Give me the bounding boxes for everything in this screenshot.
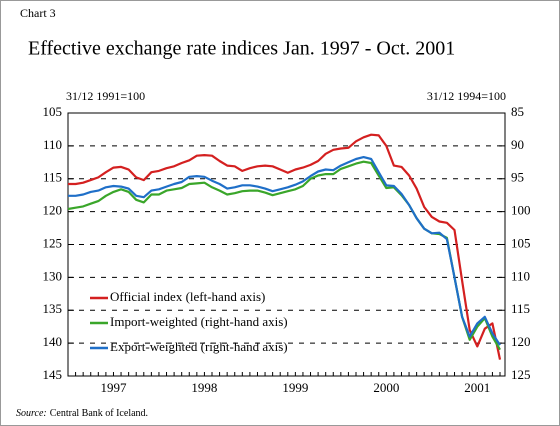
- x-tick-label: 2001: [464, 380, 490, 395]
- x-tick-label: 1998: [191, 380, 217, 395]
- y-tick-label: 105: [43, 104, 63, 119]
- series-line: [68, 156, 501, 346]
- x-tick-label: 2000: [373, 380, 399, 395]
- legend-label: Export-weighted (right-hand axis): [110, 339, 288, 354]
- y2-tick-label: 90: [511, 137, 524, 152]
- y-axis-label: 31/12 1991=100: [66, 89, 145, 103]
- y2-tick-label: 85: [511, 104, 524, 119]
- y2-tick-label: 125: [511, 367, 531, 382]
- source-text: Central Bank of Iceland.: [50, 408, 148, 419]
- source: Source: Central Bank of Iceland.: [16, 408, 148, 419]
- y2-tick-label: 115: [511, 301, 530, 316]
- y-tick-label: 145: [43, 367, 63, 382]
- legend-label: Official index (left-hand axis): [110, 289, 265, 304]
- y2-tick-label: 105: [511, 235, 531, 250]
- y2-tick-label: 110: [511, 268, 530, 283]
- legend-label: Import-weighted (right-hand axis): [110, 314, 288, 329]
- y-tick-label: 110: [43, 137, 62, 152]
- y-tick-label: 130: [43, 268, 63, 283]
- x-tick-label: 1997: [100, 380, 127, 395]
- y2-tick-label: 120: [511, 334, 531, 349]
- y-tick-label: 140: [43, 334, 63, 349]
- source-label: Source:: [16, 408, 47, 419]
- y-tick-label: 125: [43, 235, 63, 250]
- x-tick-label: 1999: [282, 380, 308, 395]
- y2-axis-label: 31/12 1994=100: [427, 89, 506, 103]
- y-tick-label: 135: [43, 301, 63, 316]
- y-tick-label: 115: [43, 170, 62, 185]
- chart-label: Chart 3: [20, 6, 56, 20]
- series-line: [68, 133, 502, 360]
- chart-title: Effective exchange rate indices Jan. 199…: [28, 38, 455, 60]
- y2-tick-label: 100: [511, 203, 531, 218]
- y2-tick-label: 95: [511, 170, 524, 185]
- y-tick-label: 120: [43, 203, 63, 218]
